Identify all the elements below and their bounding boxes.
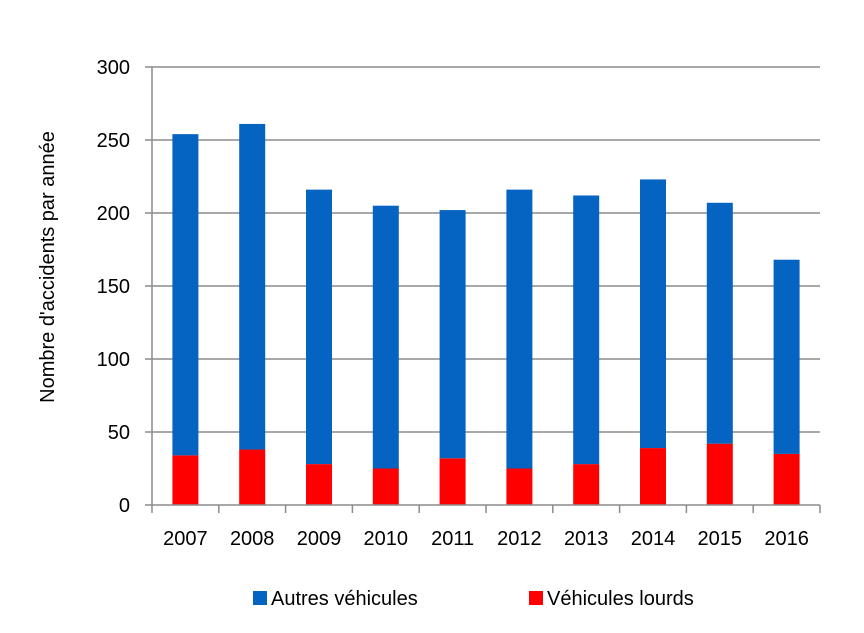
y-tick-label: 50 — [108, 422, 130, 444]
y-tick-label: 150 — [97, 276, 130, 298]
bar-vehicules-lourds-2013 — [573, 464, 600, 505]
bar-vehicules-lourds-2008 — [239, 449, 266, 505]
axes — [151, 67, 821, 513]
bar-vehicules-lourds-2014 — [640, 448, 666, 505]
bar-autres-vehicules-2008 — [239, 123, 266, 450]
legend: Autres véhicules Véhicules lourds — [253, 588, 694, 610]
x-tick-label: 2015 — [698, 528, 743, 550]
bar-autres-vehicules-2013 — [573, 195, 600, 465]
bar-autres-vehicules-2015 — [706, 202, 733, 444]
bar-vehicules-lourds-2009 — [306, 464, 332, 505]
x-tick-label: 2010 — [364, 528, 409, 550]
x-tick-label: 2011 — [431, 528, 474, 550]
x-tick-label: 2014 — [631, 528, 676, 550]
x-tick-label: 2008 — [230, 528, 275, 550]
y-tick-label: 100 — [97, 349, 130, 371]
bar-autres-vehicules-2012 — [506, 189, 533, 469]
bar-autres-vehicules-2011 — [439, 210, 466, 459]
x-tick-labels: 2007 2008 2009 2010 2011 2012 2013 2014 2015 2016 — [163, 528, 809, 550]
y-tick-label: 0 — [119, 495, 130, 517]
y-tick-label: 300 — [97, 57, 130, 79]
x-tick-label: 2016 — [764, 528, 809, 550]
y-tick-labels: 0 50 100 150 200 250 300 — [97, 57, 130, 517]
bar-autres-vehicules-2007 — [172, 134, 199, 456]
bar-vehicules-lourds-2016 — [773, 453, 800, 505]
legend-swatch-vehicules-lourds — [529, 591, 543, 605]
y-tick-label: 250 — [97, 130, 130, 152]
y-axis-title: Nombre d'accidents par année — [37, 131, 59, 403]
bar-autres-vehicules-2016 — [773, 259, 800, 454]
bar-autres-vehicules-2014 — [640, 179, 666, 449]
y-tick-label: 200 — [97, 203, 130, 225]
x-tick-label: 2007 — [163, 528, 208, 550]
bar-vehicules-lourds-2011 — [439, 458, 466, 505]
bar-vehicules-lourds-2007 — [172, 455, 199, 505]
x-tick-label: 2012 — [497, 528, 542, 550]
x-tick-label: 2009 — [297, 528, 342, 550]
bar-autres-vehicules-2009 — [306, 189, 332, 465]
x-tick-label: 2013 — [564, 528, 609, 550]
bar-vehicules-lourds-2010 — [372, 468, 399, 505]
bar-autres-vehicules-2010 — [372, 205, 399, 469]
legend-swatch-autres-vehicules — [253, 591, 267, 605]
bar-vehicules-lourds-2015 — [706, 443, 733, 505]
bars — [172, 123, 800, 505]
legend-label-vehicules-lourds: Véhicules lourds — [547, 588, 694, 610]
bar-vehicules-lourds-2012 — [506, 468, 533, 505]
legend-label-autres-vehicules: Autres véhicules — [271, 588, 418, 610]
